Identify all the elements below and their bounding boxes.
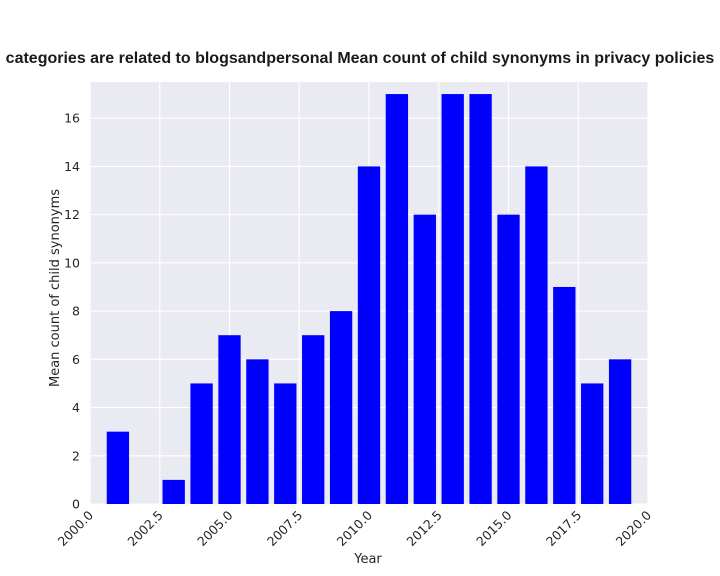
x-tick-label: 2012.5 (403, 508, 445, 550)
bar-2009 (329, 311, 353, 504)
y-tick-label: 0 (72, 497, 80, 512)
x-axis-ticks: 2000.0 2002.5 2005.0 2007.5 2010.0 2012.5 2015… (55, 507, 655, 549)
y-tick-label: 16 (64, 111, 80, 126)
y-tick-label: 8 (72, 304, 80, 319)
y-axis-ticks: 0 2 4 6 8 10 12 14 16 (64, 111, 80, 512)
bar-2013 (441, 94, 464, 505)
bar-2004 (190, 383, 213, 504)
x-tick-label: 2000.0 (55, 507, 97, 549)
x-tick-label: 2005.0 (194, 507, 236, 549)
x-tick-label: 2002.5 (124, 508, 166, 550)
bars (106, 94, 632, 505)
bar-2019 (608, 359, 632, 504)
bar-2005 (218, 335, 241, 504)
bar-2012 (413, 214, 436, 504)
y-axis-label: Mean count of child synonyms (48, 189, 63, 387)
bar-2003 (162, 479, 185, 504)
y-tick-label: 14 (64, 159, 80, 174)
y-tick-label: 2 (72, 448, 80, 463)
bar-2018 (581, 383, 604, 504)
bar-2006 (246, 359, 269, 504)
bar-2001 (106, 431, 130, 504)
chart-title: categories are related to blogsandperson… (6, 50, 715, 67)
bar-2017 (553, 286, 576, 504)
y-tick-label: 4 (72, 400, 80, 415)
y-tick-label: 12 (64, 207, 80, 222)
bar-2011 (385, 94, 409, 505)
bar-2010 (357, 166, 381, 504)
y-tick-label: 10 (64, 255, 80, 270)
x-tick-label: 2020.0 (613, 507, 655, 549)
bar-2014 (469, 94, 492, 505)
bar-2007 (274, 383, 297, 504)
bar-2016 (525, 166, 548, 504)
x-tick-label: 2017.5 (543, 508, 585, 550)
bar-2008 (302, 335, 325, 504)
x-tick-label: 2007.5 (264, 508, 306, 550)
x-tick-label: 2015.0 (473, 507, 515, 549)
x-axis-label: Year (353, 552, 382, 567)
y-tick-label: 6 (72, 352, 80, 367)
bar-2015 (497, 214, 520, 504)
x-tick-label: 2010.0 (334, 507, 376, 549)
